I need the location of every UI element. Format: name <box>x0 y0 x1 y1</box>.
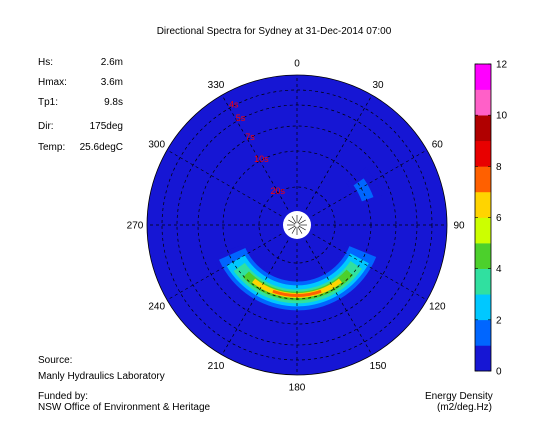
bearing-spoke <box>305 94 373 210</box>
stat-value: 2.6m <box>100 57 123 68</box>
outer-ring <box>146 74 448 376</box>
colorbar-swatch <box>475 89 491 116</box>
colorbar-tick-label: 12 <box>496 60 508 71</box>
bearing-spoke <box>305 240 373 356</box>
colorbar-tick-label: 0 <box>496 367 502 378</box>
bearing-label: 330 <box>208 80 225 91</box>
chart-title: Directional Spectra for Sydney at 31-Dec… <box>156 26 392 37</box>
colorbar-swatch <box>475 191 491 218</box>
bearing-label: 120 <box>429 302 446 313</box>
bearing-spoke <box>221 240 289 356</box>
bearing-label: 300 <box>148 140 165 151</box>
colorbar-swatch <box>475 115 491 142</box>
stat-label: Hs: <box>38 57 53 68</box>
stat-row: Hs: 2.6m <box>38 57 123 69</box>
period-label: 4s <box>229 100 239 110</box>
colorbar-swatch <box>475 243 491 269</box>
stat-row: Hmax: 3.6m <box>38 77 123 89</box>
centre-spoke <box>291 226 297 234</box>
stat-row: Tp1: 9.8s <box>38 97 123 109</box>
bearing-label: 90 <box>453 221 465 232</box>
colorbar-swatch <box>475 140 491 167</box>
funded-value: NSW Office of Environment & Heritage <box>38 402 211 413</box>
colorbar-swatch <box>475 166 491 193</box>
energy-band <box>215 184 249 253</box>
spectrum-disk <box>147 75 447 375</box>
period-label: 5s <box>236 113 246 123</box>
stat-label: Hmax: <box>38 77 67 88</box>
colorbar-swatch <box>475 345 491 372</box>
colorbar-tick-label: 10 <box>496 111 508 122</box>
stat-label: Tp1: <box>38 97 59 108</box>
bearing-spoke <box>312 149 428 217</box>
energy-band <box>272 289 322 297</box>
centre-spoke <box>297 226 303 234</box>
colorbar-tick-label: 8 <box>496 162 502 173</box>
colorbar-title: Energy Density <box>425 391 493 402</box>
bearing-label: 60 <box>432 140 444 151</box>
stat-label: Dir: <box>38 121 54 132</box>
bearing-spoke <box>166 149 282 217</box>
colorbar-units: (m2/deg.Hz) <box>437 402 493 413</box>
bearing-spoke <box>312 233 428 301</box>
source-value: Manly Hydraulics Laboratory <box>38 371 165 382</box>
centre-spoke <box>297 216 303 224</box>
stat-label: Temp: <box>38 142 66 153</box>
bearing-label: 210 <box>208 361 225 372</box>
stat-value: 25.6degC <box>79 142 123 153</box>
colorbar-swatch <box>475 217 491 244</box>
centre-spoke <box>298 219 306 225</box>
colorbar-swatch <box>475 268 491 295</box>
period-label: 10s <box>254 154 269 164</box>
bearing-label: 240 <box>148 302 165 313</box>
centre-spoke <box>291 216 297 224</box>
bearing-label: 30 <box>372 80 384 91</box>
source-label: Source: <box>38 355 73 366</box>
colorbar-tick-label: 2 <box>496 315 502 326</box>
funded-label: Funded by: <box>38 391 89 402</box>
colorbar-swatch <box>475 64 491 90</box>
centre-spoke <box>298 225 306 231</box>
bearing-spoke <box>221 94 289 210</box>
period-label: 7s <box>245 132 255 142</box>
bearing-label: 0 <box>294 59 300 70</box>
stat-value: 175deg <box>89 121 123 132</box>
colorbar-swatch <box>475 294 491 321</box>
centre-hole <box>283 211 311 239</box>
colorbar-tick-label: 6 <box>496 213 502 224</box>
bearing-spoke <box>166 233 282 301</box>
centre-spoke <box>288 225 296 231</box>
polar-grid <box>146 74 448 376</box>
bearing-label: 270 <box>127 221 144 232</box>
stat-row: Temp: 25.6degC <box>38 142 123 154</box>
period-label: 20s <box>270 186 285 196</box>
stat-value: 3.6m <box>100 77 123 88</box>
colorbar-tick-label: 4 <box>496 264 502 275</box>
bearing-label: 180 <box>289 383 306 394</box>
centre-spoke <box>288 219 296 225</box>
bearing-label: 150 <box>370 361 387 372</box>
colorbar: 0 2 4 6 8 10 12 <box>474 60 508 378</box>
bearing-labels: 0 30 60 90 120 150 180 210 240 270 300 330 <box>127 59 465 394</box>
period-labels: 4s 5s 7s 10s 20s <box>229 100 286 196</box>
colorbar-swatch <box>475 319 491 346</box>
stat-value: 9.8s <box>104 97 123 108</box>
stat-row: Dir: 175deg <box>38 121 123 133</box>
